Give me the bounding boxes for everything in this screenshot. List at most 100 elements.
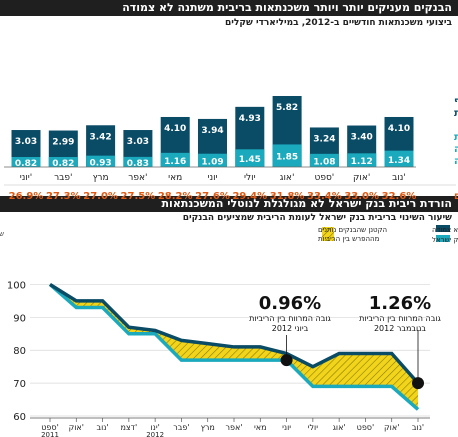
x-tick-label: ספט' bbox=[357, 423, 375, 432]
share-value: 27.6% bbox=[195, 191, 230, 202]
y-tick-label: 70 bbox=[13, 379, 26, 390]
x-tick-label: דצמ' bbox=[120, 423, 137, 432]
line-chart-title-banner: הורדת ריבית בנק ישראל לא מגולגלת לנוטלי … bbox=[0, 196, 458, 212]
x-tick-label: מרץ bbox=[201, 423, 215, 432]
x-tick-label: יולי bbox=[308, 423, 319, 432]
legend-mortgage-swatch bbox=[436, 225, 450, 232]
bar-category-label: יוני bbox=[207, 173, 217, 183]
bar-variable bbox=[347, 153, 377, 167]
share-value: 33.0% bbox=[344, 191, 379, 202]
share-value: 31.8% bbox=[270, 191, 305, 202]
x-tick-label: אפר' bbox=[225, 423, 242, 432]
bar-total-label: 3.03 bbox=[127, 137, 149, 147]
share-value: 33.4% bbox=[307, 191, 342, 202]
bar-variable-label: 0.83 bbox=[127, 159, 149, 169]
headline-banner: הבנקים מעניקים יותר ויותר משכנתאות בריבי… bbox=[0, 0, 458, 16]
series-line-boi bbox=[48, 283, 420, 411]
annotation-value: 1.26% bbox=[369, 293, 431, 314]
year-label: 2012 bbox=[146, 431, 164, 437]
bar-variable-label: 0.93 bbox=[89, 158, 111, 168]
line-chart-title: הורדת ריבית בנק ישראל לא מגולגלת לנוטלי … bbox=[161, 197, 452, 210]
y-axis-label: שיעור שינוי bbox=[0, 230, 4, 238]
bar-total-label: 4.10 bbox=[164, 124, 186, 134]
bar-variable bbox=[123, 156, 153, 167]
bar-variable bbox=[160, 152, 190, 167]
bar-variable-label: 1.12 bbox=[351, 157, 373, 167]
legend-variable-line: בריבית bbox=[454, 132, 458, 143]
bar-category-label: אפר' bbox=[128, 173, 147, 183]
bar-total-label: 2.99 bbox=[52, 138, 74, 148]
bar-variable bbox=[198, 153, 227, 167]
x-tick-label: יוני bbox=[282, 423, 291, 432]
bar-total-label: 3.03 bbox=[15, 137, 37, 147]
share-value: 29.4% bbox=[232, 191, 267, 202]
legend-variable-line: משתנה bbox=[454, 144, 458, 155]
bar-variable bbox=[48, 156, 78, 167]
annotation-marker bbox=[280, 354, 293, 367]
x-tick-label: פבר' bbox=[173, 423, 189, 432]
year-label: 2011 bbox=[41, 431, 59, 437]
bar-category-label: יולי bbox=[244, 173, 256, 183]
bar-category-label: נוב' bbox=[392, 173, 406, 183]
bar-category-label: יוני' bbox=[20, 173, 33, 183]
legend-variable-line: לא צמודה bbox=[454, 156, 458, 167]
share-label: באחוזים bbox=[454, 191, 458, 202]
bar-variable bbox=[86, 155, 116, 167]
bar-variable-label: 1.34 bbox=[388, 156, 410, 166]
headline-text: הבנקים מעניקים יותר ויותר משכנתאות בריבי… bbox=[122, 1, 452, 14]
x-tick-label: נוב' bbox=[96, 423, 108, 432]
bar-variable-label: 1.45 bbox=[239, 155, 261, 165]
line-chart: 60 70 80 90 100 שיעור שינוי ספט' אוק' נוב' דצמ' ינ… bbox=[0, 225, 458, 437]
bar-variable-label: 1.16 bbox=[164, 157, 186, 167]
annotation-value: 0.96% bbox=[259, 293, 321, 314]
bar-category-label: אוג' bbox=[280, 173, 295, 183]
y-tick-label: 100 bbox=[7, 280, 26, 291]
y-tick-label: 60 bbox=[13, 412, 26, 423]
bar-variable bbox=[309, 153, 339, 167]
share-value: 32.6% bbox=[382, 191, 417, 202]
bar-category-label: מרץ bbox=[93, 173, 109, 183]
x-tick-label: נוב' bbox=[412, 423, 424, 432]
bar-category-label: פבר' bbox=[54, 173, 72, 183]
bar-variable-label: 0.82 bbox=[52, 159, 74, 169]
legend-fill-label: מההפרש בין הריביות bbox=[318, 235, 380, 243]
bar-variable bbox=[11, 156, 41, 167]
legend-fill-swatch bbox=[322, 227, 334, 241]
bar-variable bbox=[272, 144, 302, 167]
bar-variable-label: 1.85 bbox=[276, 153, 298, 163]
legend-mortgage-label: משכנתא לא צמודה bbox=[432, 226, 458, 234]
bar-chart-subtitle: ביצועי משכנתאות חודשיים ב-2012, במיליארד… bbox=[225, 18, 452, 28]
bar-total-label: 3.40 bbox=[351, 133, 373, 143]
annotation-marker bbox=[412, 377, 424, 390]
legend-total-line: היקף bbox=[454, 96, 458, 107]
bar-variable bbox=[235, 149, 265, 167]
bar-total-label: 3.42 bbox=[89, 132, 111, 142]
share-value: 27.3% bbox=[46, 191, 81, 202]
legend-boi-label: ריבית בנק ישראל bbox=[432, 236, 458, 244]
x-tick-label: מאי bbox=[254, 423, 267, 432]
y-tick-label: 80 bbox=[13, 346, 26, 357]
bar-category-label: אוק' bbox=[353, 173, 370, 183]
share-value: 26.9% bbox=[9, 191, 44, 202]
annotation-caption: גובה המרווח בין הריביות bbox=[249, 314, 331, 323]
x-tick-label: אוק' bbox=[384, 423, 399, 432]
x-tick-label: אוג' bbox=[333, 423, 346, 432]
annotation-caption: ביוני 2012 bbox=[272, 324, 309, 333]
annotation-caption: גובה המרווח בין הריביות bbox=[359, 314, 441, 323]
x-tick-label: אוק' bbox=[69, 423, 84, 432]
legend-total-line: משכנתאות bbox=[454, 108, 458, 119]
bar-variable-label: 0.82 bbox=[15, 159, 37, 169]
bar-variable bbox=[384, 150, 414, 167]
share-value: 28.2% bbox=[158, 191, 193, 202]
y-tick-label: 90 bbox=[13, 313, 26, 324]
bar-variable-label: 1.09 bbox=[201, 157, 223, 167]
bar-total-label: 5.82 bbox=[276, 103, 298, 113]
bar-variable-label: 1.08 bbox=[313, 157, 335, 167]
share-value: 27.0% bbox=[83, 191, 118, 202]
annotation-caption: בנובמבר 2012 bbox=[374, 324, 426, 333]
bar-category-label: מאי bbox=[168, 173, 182, 183]
line-chart-subtitle: שיעור השינוי בריבית בנק ישראל לעומת הריב… bbox=[182, 213, 452, 223]
bar-total-label: 4.10 bbox=[388, 124, 410, 134]
